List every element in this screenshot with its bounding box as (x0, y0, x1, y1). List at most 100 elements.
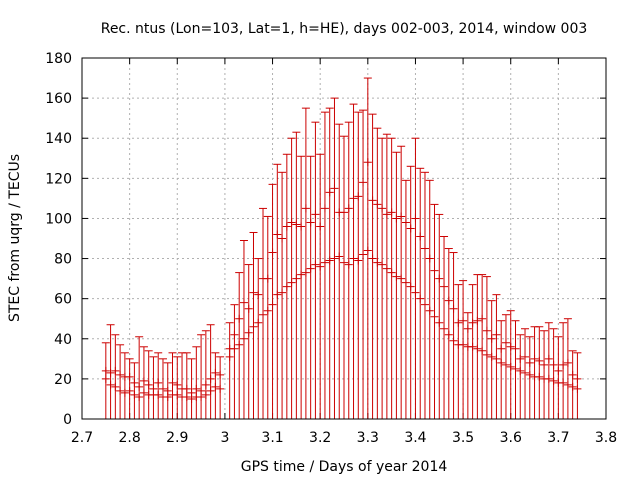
data-point (268, 300, 277, 309)
x-tick-label: 3.5 (452, 430, 474, 446)
data-point (449, 336, 458, 345)
data-point (111, 366, 120, 375)
data-point (497, 358, 506, 367)
data-point (182, 392, 191, 401)
data-point (144, 380, 153, 389)
x-tick-label: 3.7 (547, 430, 569, 446)
data-point (235, 340, 244, 349)
data-point (268, 248, 277, 257)
data-point (382, 210, 391, 219)
data-point (440, 282, 449, 291)
data-point (401, 218, 410, 227)
data-point (373, 200, 382, 209)
data-point (249, 288, 258, 297)
data-point (201, 390, 210, 399)
data-point (125, 372, 134, 381)
data-point (239, 298, 248, 307)
data-point (492, 330, 501, 339)
data-point (359, 250, 368, 259)
data-point (549, 376, 558, 385)
data-point (106, 380, 115, 389)
data-point (378, 204, 387, 213)
data-point (411, 214, 420, 223)
x-tick-label: 3.8 (595, 430, 617, 446)
data-point (297, 270, 306, 279)
data-point (435, 274, 444, 283)
data-point (468, 318, 477, 327)
data-point (406, 224, 415, 233)
data-point (154, 390, 163, 399)
data-point (320, 258, 329, 267)
data-point (316, 262, 325, 271)
data-point (382, 264, 391, 273)
data-point (535, 372, 544, 381)
data-point (530, 354, 539, 363)
data-point (154, 378, 163, 387)
data-point (263, 306, 272, 315)
data-point (535, 356, 544, 365)
data-point (116, 386, 125, 395)
data-point (363, 246, 372, 255)
data-point (216, 370, 225, 379)
data-point (254, 290, 263, 299)
data-point (306, 264, 315, 273)
data-point (325, 256, 334, 265)
data-point (497, 344, 506, 353)
data-point (463, 324, 472, 333)
data-point (292, 220, 301, 229)
data-point (459, 316, 468, 325)
axis-ticks: 2.7 2.8 2.9 3 3.1 3.2 3.3 3.4 3.5 3.6 3.7 3.8 0 20 40 6… (45, 51, 617, 446)
data-point (573, 384, 582, 393)
data-point (230, 344, 239, 353)
y-tick-label: 100 (45, 211, 72, 227)
data-point (325, 188, 334, 197)
data-point (544, 374, 553, 383)
y-tick-label: 20 (54, 372, 72, 388)
data-point (187, 394, 196, 403)
data-point (278, 234, 287, 243)
x-tick-label: 3 (220, 430, 229, 446)
data-point (306, 218, 315, 227)
data-point (559, 378, 568, 387)
data-point (287, 218, 296, 227)
data-point (516, 366, 525, 375)
data-point (425, 254, 434, 263)
data-point (416, 294, 425, 303)
x-tick-label: 3.4 (404, 430, 426, 446)
data-point (316, 222, 325, 231)
x-axis-label: GPS time / Days of year 2014 (241, 459, 448, 475)
data-point (501, 360, 510, 369)
data-point (478, 346, 487, 355)
y-tick-label: 120 (45, 171, 72, 187)
data-point (135, 382, 144, 391)
data-point (487, 334, 496, 343)
data-point (544, 354, 553, 363)
data-point (501, 338, 510, 347)
x-tick-label: 2.8 (119, 430, 141, 446)
y-tick-label: 180 (45, 51, 72, 67)
data-point (254, 318, 263, 327)
data-point (301, 204, 310, 213)
data-point (330, 254, 339, 263)
data-point (368, 196, 377, 205)
data-point (239, 334, 248, 343)
data-point (349, 254, 358, 263)
data-point (206, 374, 215, 383)
data-point (273, 290, 282, 299)
data-point (125, 386, 134, 395)
data-point (373, 258, 382, 267)
data-point (244, 328, 253, 337)
data-point (521, 368, 530, 377)
data-point (340, 258, 348, 267)
y-tick-label: 160 (45, 91, 72, 107)
data-point (225, 352, 234, 361)
data-point (201, 380, 210, 389)
data-point (139, 376, 148, 385)
x-tick-label: 2.9 (166, 430, 188, 446)
data-point (521, 352, 530, 361)
data-point (420, 300, 429, 309)
data-point (230, 330, 239, 339)
data-point (554, 366, 563, 375)
data-point (444, 330, 453, 339)
